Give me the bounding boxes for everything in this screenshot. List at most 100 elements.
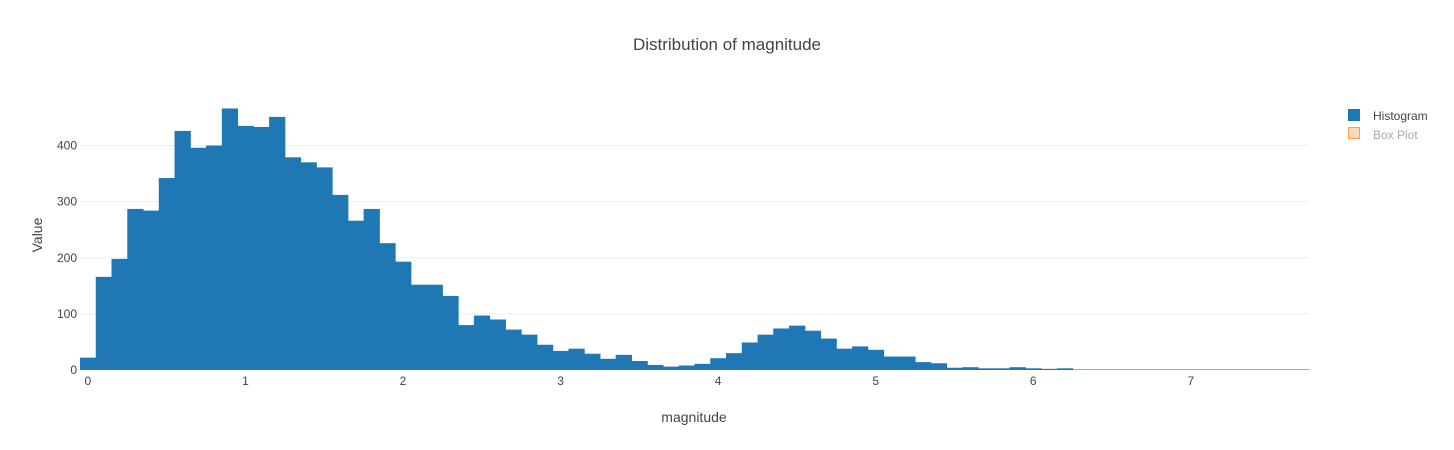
histogram-bar[interactable] bbox=[726, 353, 743, 370]
histogram-bar[interactable] bbox=[978, 368, 995, 370]
histogram-bar[interactable] bbox=[1041, 368, 1058, 370]
histogram-bar[interactable] bbox=[316, 167, 333, 370]
histogram-bar[interactable] bbox=[584, 353, 601, 370]
histogram-bar[interactable] bbox=[221, 108, 239, 370]
histogram-bar[interactable] bbox=[410, 284, 428, 370]
histogram-bar[interactable] bbox=[820, 338, 837, 370]
legend-item-box-plot[interactable]: Box Plot bbox=[1348, 127, 1419, 143]
histogram-bar[interactable] bbox=[95, 276, 113, 370]
histogram-bar[interactable] bbox=[1104, 369, 1121, 370]
histogram-bar[interactable] bbox=[174, 130, 191, 370]
y-tick-label: 400 bbox=[57, 139, 77, 153]
histogram-bar[interactable] bbox=[363, 208, 380, 370]
histogram-bar[interactable] bbox=[1056, 368, 1074, 370]
histogram-bar[interactable] bbox=[662, 366, 680, 370]
histogram-bar[interactable] bbox=[1198, 369, 1215, 370]
histogram-bar[interactable] bbox=[930, 363, 948, 370]
histogram-bar[interactable] bbox=[1135, 369, 1152, 370]
histogram-bar[interactable] bbox=[962, 367, 979, 370]
legend-swatch-histogram bbox=[1348, 109, 1360, 121]
x-tick-label: 2 bbox=[400, 374, 407, 388]
histogram-bar[interactable] bbox=[300, 162, 317, 370]
histogram-bar[interactable] bbox=[1261, 369, 1278, 370]
histogram-bar[interactable] bbox=[442, 295, 459, 370]
histogram-bar[interactable] bbox=[521, 334, 538, 370]
histogram-bar[interactable] bbox=[111, 258, 128, 370]
legend-label-box-plot: Box Plot bbox=[1373, 128, 1418, 142]
histogram-bar[interactable] bbox=[143, 210, 160, 370]
histogram-bar[interactable] bbox=[458, 325, 475, 370]
histogram-bar[interactable] bbox=[836, 348, 853, 370]
y-axis-title: Value bbox=[29, 217, 45, 252]
x-tick-label: 6 bbox=[1030, 374, 1037, 388]
histogram-bar[interactable] bbox=[1230, 369, 1247, 370]
histogram-bar[interactable] bbox=[1167, 369, 1184, 370]
histogram-bar[interactable] bbox=[190, 147, 207, 370]
histogram-bar[interactable] bbox=[1277, 369, 1294, 370]
histogram-bar[interactable] bbox=[536, 344, 554, 370]
histogram-bar[interactable] bbox=[158, 178, 176, 370]
histogram-bar[interactable] bbox=[206, 145, 223, 370]
x-axis-title: magnitude bbox=[661, 409, 727, 425]
histogram-bar[interactable] bbox=[127, 208, 144, 370]
x-tick-label: 5 bbox=[872, 374, 879, 388]
histogram-bar[interactable] bbox=[332, 194, 349, 370]
histogram-bar[interactable] bbox=[505, 329, 522, 370]
histogram-bar[interactable] bbox=[568, 348, 585, 370]
histogram-bar[interactable] bbox=[284, 157, 302, 370]
y-tick-label: 0 bbox=[70, 363, 77, 377]
histogram-bar[interactable] bbox=[552, 350, 569, 370]
x-axis-ticks: 0 1 2 3 4 5 6 7 bbox=[85, 374, 1195, 388]
histogram-bar[interactable] bbox=[694, 363, 711, 370]
legend-label-histogram: Histogram bbox=[1373, 109, 1428, 123]
histogram-bar[interactable] bbox=[253, 126, 270, 370]
histogram-bar[interactable] bbox=[237, 125, 254, 371]
histogram-bar[interactable] bbox=[899, 356, 916, 370]
histogram-bar[interactable] bbox=[1025, 368, 1042, 370]
histogram-bar[interactable] bbox=[1009, 367, 1026, 370]
histogram-bar[interactable] bbox=[489, 319, 506, 370]
histogram-bar[interactable] bbox=[867, 349, 885, 370]
histogram-bar[interactable] bbox=[678, 365, 695, 370]
histogram-bar[interactable] bbox=[804, 330, 822, 370]
histogram-bar[interactable] bbox=[647, 364, 664, 370]
histogram-bar[interactable] bbox=[347, 220, 365, 370]
histogram-bar[interactable] bbox=[599, 358, 617, 370]
histogram-bar[interactable] bbox=[631, 361, 648, 370]
chart-title: Distribution of magnitude bbox=[633, 35, 821, 54]
histogram-bar[interactable] bbox=[395, 261, 412, 370]
x-tick-label: 0 bbox=[85, 374, 92, 388]
histogram-bars[interactable] bbox=[80, 108, 1310, 371]
histogram-bar[interactable] bbox=[1119, 369, 1137, 370]
histogram-bar[interactable] bbox=[1293, 369, 1310, 370]
histogram-bar[interactable] bbox=[915, 362, 932, 370]
histogram-bar[interactable] bbox=[1151, 369, 1168, 370]
histogram-bar[interactable] bbox=[1214, 369, 1231, 370]
histogram-bar[interactable] bbox=[1088, 369, 1105, 370]
histogram-bar[interactable] bbox=[1245, 369, 1263, 370]
histogram-bar[interactable] bbox=[741, 342, 759, 371]
histogram-bar[interactable] bbox=[80, 357, 97, 370]
histogram-bar[interactable] bbox=[883, 356, 900, 370]
legend-swatch-box-plot bbox=[1348, 127, 1360, 139]
histogram-bar[interactable] bbox=[993, 368, 1011, 370]
histogram-bar[interactable] bbox=[615, 354, 632, 370]
histogram-bar[interactable] bbox=[473, 315, 491, 370]
histogram-bar[interactable] bbox=[773, 328, 790, 370]
histogram-bar[interactable] bbox=[757, 334, 774, 370]
x-tick-label: 7 bbox=[1187, 374, 1194, 388]
histogram-bar[interactable] bbox=[379, 243, 396, 370]
histogram-bar[interactable] bbox=[852, 346, 869, 370]
histogram-bar[interactable] bbox=[1072, 369, 1089, 370]
histogram-bar[interactable] bbox=[426, 284, 443, 370]
legend-item-histogram[interactable]: Histogram bbox=[1348, 109, 1428, 123]
x-tick-label: 1 bbox=[242, 374, 249, 388]
y-axis-ticks: 0 100 200 300 400 bbox=[57, 139, 77, 377]
histogram-bar[interactable] bbox=[710, 358, 727, 370]
histogram-bar[interactable] bbox=[269, 116, 286, 370]
histogram-bar[interactable] bbox=[789, 325, 806, 370]
histogram-bar[interactable] bbox=[946, 367, 963, 370]
y-tick-label: 300 bbox=[57, 195, 77, 209]
histogram-bar[interactable] bbox=[1182, 369, 1200, 370]
